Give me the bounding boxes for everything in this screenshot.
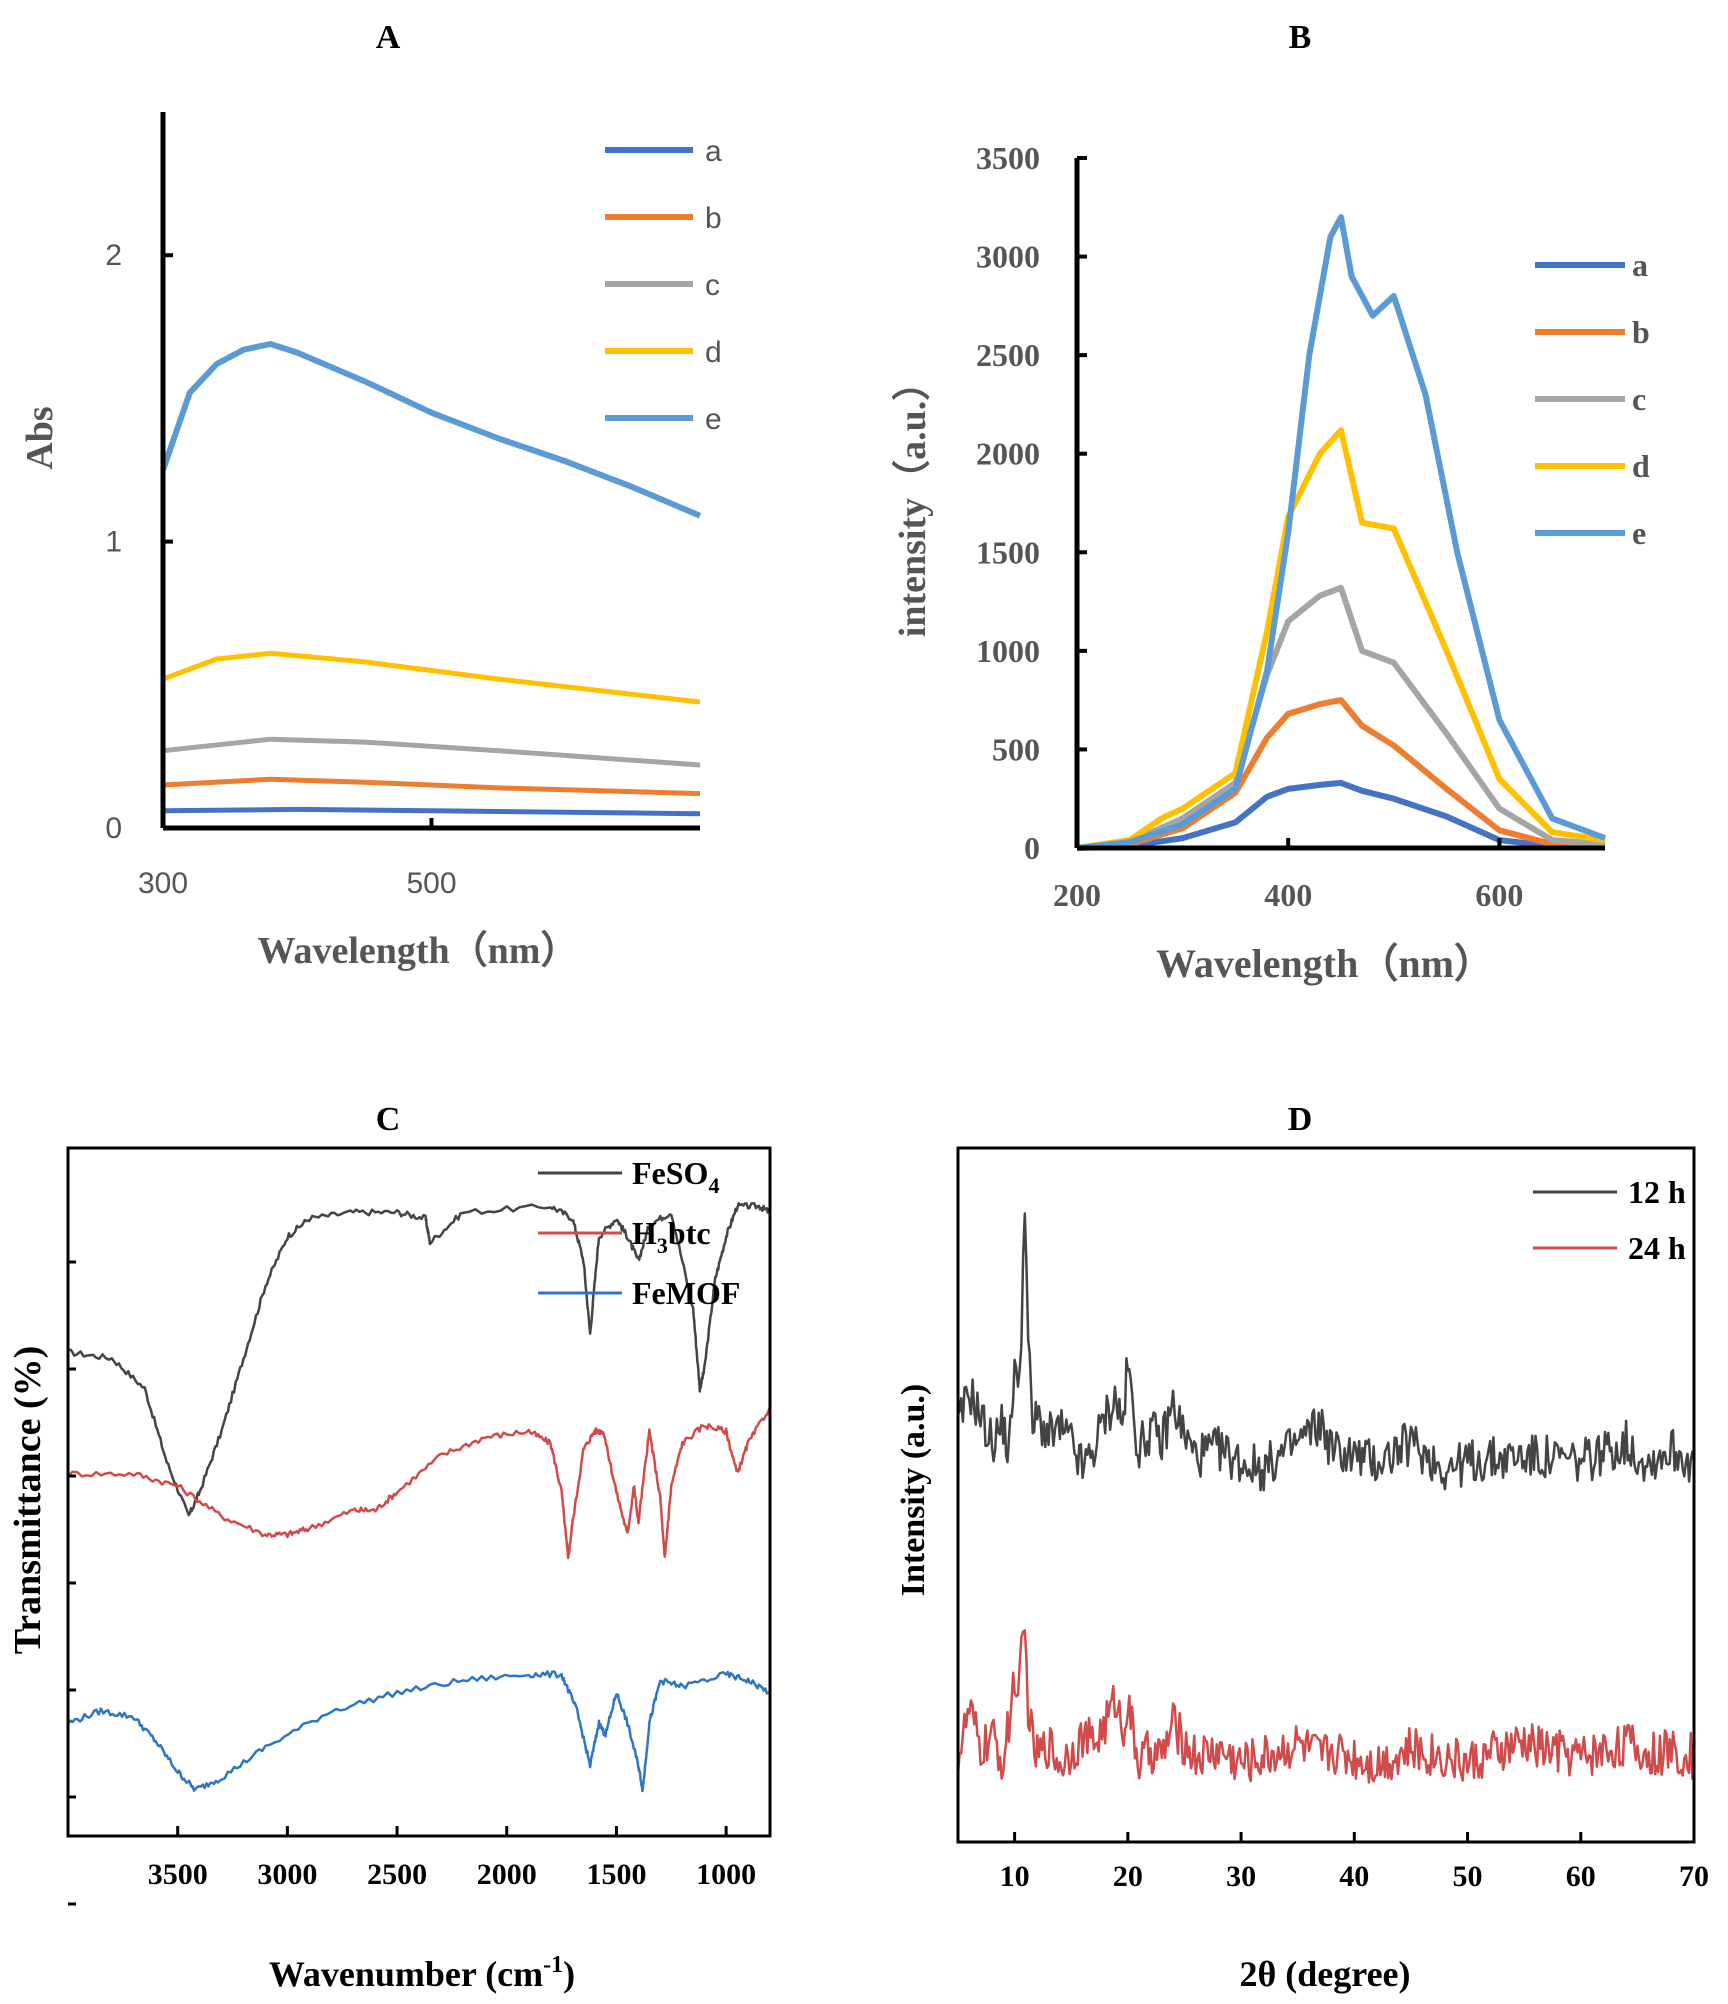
y-tick-label: 1 bbox=[105, 526, 122, 559]
x-axis-label-end: ) bbox=[563, 1954, 575, 1994]
y-tick-label: 3000 bbox=[976, 239, 1040, 275]
x-tick-label: 1000 bbox=[696, 1858, 756, 1891]
y-tick-label: 1000 bbox=[976, 633, 1040, 669]
x-tick-label: 20 bbox=[1113, 1860, 1143, 1893]
legend-label-a: a bbox=[1632, 247, 1648, 283]
y-axis-label: Intensity (a.u.) bbox=[895, 1384, 932, 1597]
legend-label-e: e bbox=[705, 403, 722, 436]
legend-label: FeMOF bbox=[632, 1275, 740, 1311]
series-line-d bbox=[162, 650, 701, 705]
legend-label-d: d bbox=[705, 336, 722, 369]
y-tick-label: 500 bbox=[992, 731, 1040, 767]
series-line-a bbox=[1076, 779, 1606, 851]
legend-label-end: btc bbox=[668, 1215, 711, 1251]
legend-label-e: e bbox=[1632, 515, 1646, 551]
panel-a: A 0 1 2 300 500 Wavelength（nm） Abs a b c d e bbox=[19, 19, 722, 972]
legend-label-c: c bbox=[1632, 381, 1646, 417]
series-line-e bbox=[160, 341, 702, 519]
x-tick-label: 400 bbox=[1264, 877, 1312, 913]
y-tick-label: 0 bbox=[105, 812, 122, 845]
x-tick-label: 60 bbox=[1566, 1860, 1596, 1893]
x-axis-label-text: Wavenumber (cm bbox=[269, 1954, 543, 1994]
y-tick-label: 2000 bbox=[976, 436, 1040, 472]
y-tick-label: 0 bbox=[1024, 830, 1040, 866]
legend-label-b: b bbox=[1632, 314, 1650, 350]
series-line-12 h bbox=[956, 1212, 1696, 1492]
x-tick-label: 70 bbox=[1679, 1860, 1709, 1893]
series-line-c bbox=[1076, 584, 1606, 851]
x-tick-label: 50 bbox=[1453, 1860, 1483, 1893]
legend-label-text: FeMOF bbox=[632, 1275, 740, 1311]
x-tick-label: 300 bbox=[138, 867, 188, 900]
series-line-d bbox=[1076, 427, 1606, 851]
series-line-FeSO4 bbox=[67, 1202, 772, 1517]
panel-d: D 10 20 30 40 50 60 70 2θ (degree) Intensity (a.u… bbox=[895, 1101, 1709, 1994]
x-tick-label: 600 bbox=[1475, 877, 1523, 913]
legend-label: H3btc bbox=[632, 1215, 711, 1258]
x-tick-label: 30 bbox=[1226, 1860, 1256, 1893]
series-line-e bbox=[1076, 214, 1607, 851]
y-tick-label: 2 bbox=[105, 239, 122, 272]
legend-label-subscript: 3 bbox=[657, 1233, 668, 1258]
plot-frame bbox=[66, 1146, 772, 1838]
x-tick-label: 40 bbox=[1339, 1860, 1369, 1893]
panel-label-a: A bbox=[376, 19, 401, 56]
legend-label: 24 h bbox=[1628, 1230, 1686, 1266]
panel-label-c: C bbox=[376, 1101, 401, 1138]
series-line-b bbox=[162, 776, 701, 797]
legend-label-text: FeSO bbox=[632, 1155, 708, 1191]
y-tick-label: 1500 bbox=[976, 534, 1040, 570]
y-axis-label: intensity（a.u.） bbox=[892, 363, 934, 637]
panel-b: B 0 500 1000 1500 2000 2500 3000 3500 200 400 600 Wa… bbox=[892, 19, 1650, 986]
x-tick-label: 3500 bbox=[148, 1858, 208, 1891]
x-tick-label: 2000 bbox=[477, 1858, 537, 1891]
legend-label-b: b bbox=[705, 202, 722, 235]
plot-frame bbox=[956, 1146, 1696, 1844]
x-tick-label: 2500 bbox=[367, 1858, 427, 1891]
y-tick-label: 3500 bbox=[976, 140, 1040, 176]
x-axis-label-superscript: -1 bbox=[543, 1952, 563, 1978]
legend-label-d: d bbox=[1632, 448, 1650, 484]
panel-label-d: D bbox=[1288, 1101, 1313, 1138]
x-axis-label: 2θ (degree) bbox=[1239, 1954, 1410, 1994]
x-tick-label: 3000 bbox=[257, 1858, 317, 1891]
legend-label-text: H bbox=[632, 1215, 657, 1251]
y-tick-label: 2500 bbox=[976, 337, 1040, 373]
y-axis-label: Abs bbox=[19, 406, 61, 469]
x-tick-label: 10 bbox=[1000, 1860, 1030, 1893]
panel-label-b: B bbox=[1289, 19, 1312, 56]
series-line-c bbox=[162, 736, 701, 768]
legend-label: FeSO4 bbox=[632, 1155, 719, 1198]
series-line-24 h bbox=[956, 1629, 1696, 1784]
x-tick-label: 1500 bbox=[586, 1858, 646, 1891]
x-axis-label: Wavelength（nm） bbox=[1156, 941, 1494, 986]
series-line-H3btc bbox=[67, 1406, 772, 1560]
legend-label-c: c bbox=[705, 269, 720, 302]
x-tick-label: 200 bbox=[1053, 877, 1101, 913]
x-tick-label: 500 bbox=[406, 867, 456, 900]
x-axis-label: Wavenumber (cm-1) bbox=[269, 1952, 575, 1994]
panel-c: C 3500 3000 2500 2000 1500 1000 Wavenumber (cm-… bbox=[7, 1101, 772, 1994]
x-axis-label: Wavelength（nm） bbox=[258, 930, 579, 972]
series-line-a bbox=[162, 806, 701, 817]
legend-label: 12 h bbox=[1628, 1174, 1686, 1210]
series-line-FeMOF bbox=[67, 1670, 771, 1793]
legend-label-subscript: 4 bbox=[708, 1173, 719, 1198]
legend-label-a: a bbox=[705, 135, 722, 168]
y-axis-label: Transmittance (%) bbox=[7, 1346, 49, 1655]
series-line-b bbox=[1076, 697, 1606, 851]
